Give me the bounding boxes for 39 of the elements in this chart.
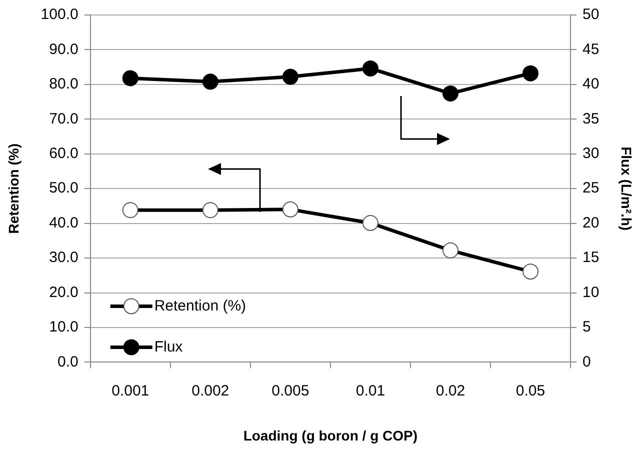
- y2-tick-label: 5: [582, 318, 591, 336]
- x-tick-label: 0.002: [192, 382, 230, 400]
- point: [202, 74, 218, 90]
- y-tick-label: 90.0: [49, 40, 78, 58]
- y2-tick-label: 30: [582, 145, 600, 162]
- y-axis-title: Retention (%): [5, 143, 22, 234]
- y-tick-label: 60.0: [49, 145, 78, 162]
- y2-tick-label: 15: [582, 249, 600, 266]
- y2-axis-title: Flux (L/m².h): [618, 146, 635, 231]
- y-tick-label: 0.0: [57, 353, 78, 370]
- x-tick-label: 0.001: [112, 382, 150, 400]
- x-tick-label: 0.005: [272, 382, 310, 400]
- point: [282, 68, 298, 85]
- point: [122, 70, 138, 86]
- y-tick-label: 100.0: [40, 6, 78, 24]
- x-axis-title: Loading (g boron / g COP): [243, 427, 418, 444]
- y2-tick-label: 25: [582, 180, 600, 197]
- y-tick-label: 20.0: [49, 284, 78, 301]
- x-tick-label: 0.01: [356, 382, 386, 400]
- y-tick-label: 50.0: [49, 180, 78, 197]
- y2-tick-label: 45: [582, 40, 600, 58]
- y2-tick-label: 20: [582, 214, 600, 232]
- y-tick-label: 10.0: [49, 318, 78, 336]
- point: [522, 65, 538, 82]
- legend-label: Retention (%): [154, 297, 246, 314]
- y2-tick-label: 0: [582, 353, 591, 370]
- point: [362, 60, 378, 76]
- y2-tick-label: 50: [582, 6, 600, 24]
- point: [442, 85, 458, 102]
- x-tick-label: 0.05: [516, 382, 546, 400]
- x-tick-label: 0.02: [436, 382, 466, 400]
- legend-label: Flux: [154, 338, 184, 356]
- y-tick-label: 40.0: [49, 214, 78, 232]
- y-tick-label: 30.0: [49, 249, 78, 266]
- y-tick-label: 80.0: [49, 76, 78, 93]
- y2-tick-label: 40: [582, 76, 600, 93]
- y2-tick-label: 35: [582, 110, 600, 128]
- y2-tick-label: 10: [582, 284, 600, 301]
- y-tick-label: 70.0: [49, 110, 78, 128]
